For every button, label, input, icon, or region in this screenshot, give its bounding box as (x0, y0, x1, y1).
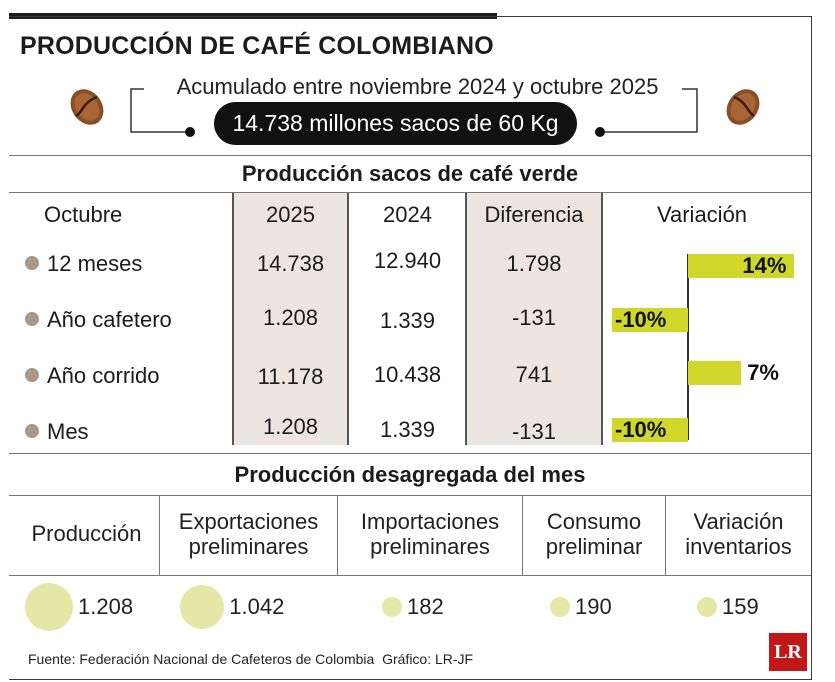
divider (159, 496, 160, 575)
breakdown-value: 1.208 (78, 594, 134, 619)
breakdown-value: 190 (575, 594, 612, 619)
row-bullet (25, 312, 39, 326)
breakdown-label: Consumo preliminar (545, 509, 643, 559)
section-title-production: Producción sacos de café verde (241, 161, 579, 186)
variation-label: 7% (747, 360, 779, 385)
divider (522, 496, 523, 575)
table-cell: -131 (511, 419, 557, 444)
variation-bar (688, 361, 742, 385)
column-header-2024: 2024 (383, 202, 432, 227)
breakdown-bubble (550, 597, 570, 617)
variation-bar (612, 308, 688, 332)
divider (9, 192, 811, 193)
table-cell: -131 (511, 305, 557, 330)
row-bullet (25, 368, 39, 382)
variation-bar (612, 418, 688, 442)
breakdown-value: 182 (407, 594, 444, 619)
coffee-bean-icon (726, 89, 760, 125)
breakdown-label: Importaciones preliminares (360, 509, 500, 559)
lr-logo: LR (769, 633, 807, 671)
table-cell: 14.738 (256, 251, 325, 276)
footer-source: Fuente: Federación Nacional de Cafeteros… (28, 651, 474, 667)
table-cell: 10.438 (373, 362, 442, 387)
table-cell: 741 (515, 362, 553, 387)
breakdown-bubble (179, 584, 225, 630)
divider (9, 575, 811, 576)
table-cell: 1.208 (262, 414, 319, 439)
variation-bar (688, 254, 795, 278)
section-title-breakdown: Producción desagregada del mes (234, 462, 586, 487)
total-badge: 14.738 millones sacos de 60 Kg (214, 102, 577, 145)
table-cell: 1.339 (379, 308, 436, 333)
column-header-2025: 2025 (266, 202, 315, 227)
divider (337, 496, 338, 575)
table-cell: 12.940 (373, 248, 442, 273)
row-label: Año cafetero (47, 307, 172, 332)
subtitle-bracket (130, 88, 698, 137)
column-shade-diferencia (465, 193, 603, 445)
breakdown-value: 1.042 (229, 594, 285, 619)
row-bullet (25, 424, 39, 438)
row-bullet (25, 256, 39, 270)
breakdown-label: Exportaciones preliminares (178, 509, 319, 559)
column-header-variacion: Variación (656, 202, 748, 227)
divider (665, 496, 666, 575)
variation-axis (687, 254, 689, 440)
subtitle: Acumulado entre noviembre 2024 y octubre… (176, 74, 659, 99)
column-shade-2025 (232, 193, 349, 445)
breakdown-bubble (697, 597, 717, 617)
infographic-frame (9, 16, 812, 680)
breakdown-value: 159 (722, 594, 759, 619)
breakdown-label: Variación inventarios (685, 509, 792, 559)
variation-label: -10% (615, 417, 667, 442)
divider (9, 453, 811, 454)
column-header-diferencia: Diferencia (484, 202, 584, 227)
row-label: Año corrido (47, 363, 160, 388)
coffee-bean-icon (70, 89, 104, 125)
table-cell: 1.208 (262, 305, 319, 330)
row-label: 12 meses (47, 251, 143, 276)
breakdown-bubble (25, 583, 73, 631)
table-cell: 1.798 (506, 251, 562, 276)
breakdown-label: Producción (31, 521, 142, 546)
variation-label: 14% (742, 253, 787, 278)
variation-label: -10% (615, 307, 667, 332)
divider (9, 495, 811, 496)
table-cell: 1.339 (379, 417, 436, 442)
breakdown-bubble (382, 597, 402, 617)
column-header-octubre: Octubre (44, 202, 123, 227)
divider (9, 155, 811, 156)
page-title: PRODUCCIÓN DE CAFÉ COLOMBIANO (20, 32, 494, 60)
row-label: Mes (47, 419, 89, 444)
table-cell: 11.178 (257, 364, 324, 389)
